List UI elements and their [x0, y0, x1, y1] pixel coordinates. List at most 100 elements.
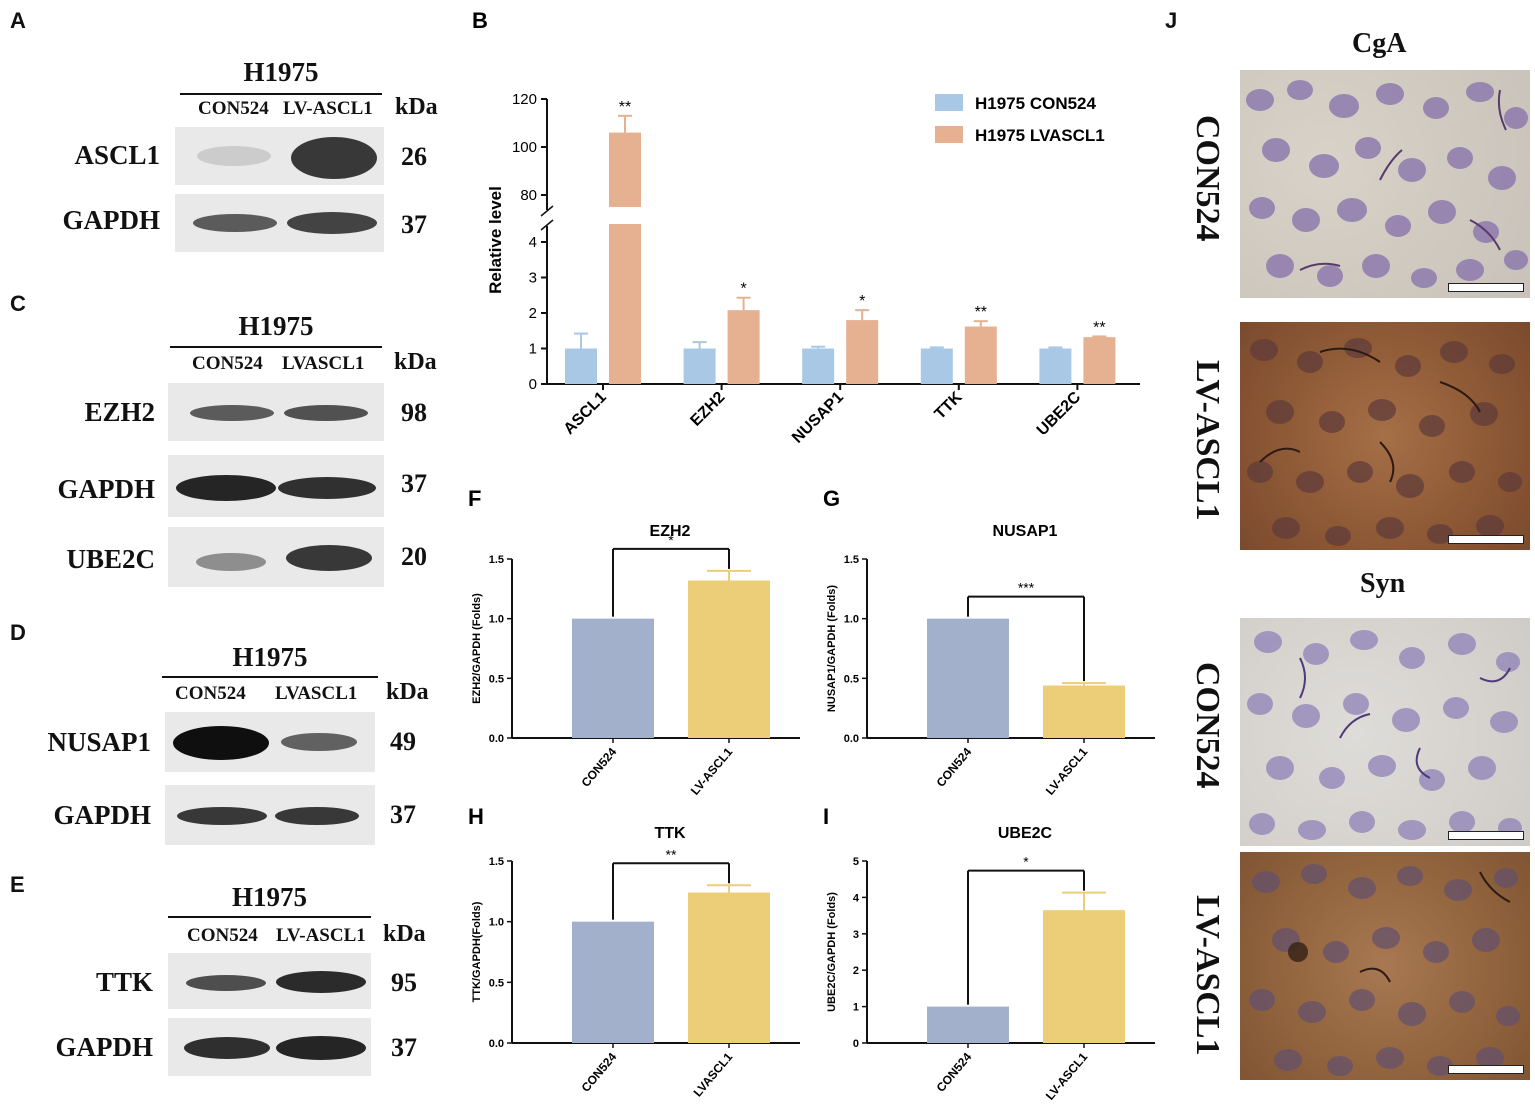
chart-category-label: LV-ASCL1: [1043, 745, 1091, 798]
chart-b-bar-lvascl1: [609, 132, 641, 207]
chart-category-label: LV-ASCL1: [688, 745, 736, 798]
chart-y-tick-label: 5: [853, 856, 859, 868]
panel-d-lane-2: LVASCL1: [275, 683, 358, 704]
panel-d-mw-1: 49: [390, 727, 416, 756]
chart-b-significance: **: [1093, 319, 1105, 336]
panel-j-label: J: [1165, 8, 1178, 33]
chart-y-tick-label: 0.5: [489, 673, 504, 685]
panel-a-label: A: [10, 8, 26, 33]
stain-cga-row-2-label: LV-ASCL1: [1189, 360, 1226, 521]
chart-y-tick-label: 1.0: [489, 917, 504, 929]
panel-d-protein-2: GAPDH: [53, 800, 152, 830]
panel-e-protein-2: GAPDH: [55, 1032, 154, 1062]
chart-y-tick-label: 1.5: [489, 554, 504, 566]
chart-b-bar-con524: [802, 348, 835, 384]
chart-b-y-tick-label: 2: [529, 305, 537, 322]
chart-y-tick-label: 3: [853, 929, 859, 941]
chart-category-label: CON524: [934, 1050, 975, 1095]
chart-b-y-tick-label: 1: [529, 341, 537, 358]
panel-a-protein-1: ASCL1: [74, 140, 160, 170]
micrograph-cga-lv-ascl1: [1240, 322, 1530, 550]
chart-bar-lvascl1: [688, 892, 770, 1043]
panel-c-lane-2: LVASCL1: [282, 353, 365, 374]
chart-bar-lv-ascl1: [688, 580, 770, 738]
chart-b-y-tick-label: 120: [512, 91, 537, 108]
chart-b-significance: *: [859, 293, 865, 310]
stain-cga-row-1-label: CON524: [1189, 115, 1226, 242]
chart-b-bar-lvascl1: [1083, 337, 1116, 384]
micrograph-syn-con524: [1240, 618, 1530, 846]
chart-b-legend-label-lvascl1: H1975 LVASCL1: [975, 126, 1105, 145]
scale-bar: [1448, 535, 1524, 544]
chart-b-category-label: ASCL1: [561, 389, 610, 438]
panel-e-title-line: [168, 916, 371, 918]
chart-i-panel-label: I: [823, 804, 829, 829]
chart-h: H TTK 0.0 0.5 1.0 1.5 TTK/GAPDH(Folds) CON524 LV…: [468, 804, 800, 1100]
chart-b-bar-con524: [683, 348, 716, 384]
chart-y-tick-label: 0.0: [489, 1038, 504, 1050]
panel-d-blot-1: [165, 712, 375, 772]
chart-bar-con524: [572, 618, 654, 738]
panel-c-kda: kDa: [394, 349, 437, 375]
chart-y-axis-title: EZH2/GAPDH (Folds): [471, 593, 483, 704]
panel-c-mw-2: 37: [401, 469, 427, 498]
chart-y-axis-title: TTK/GAPDH(Folds): [471, 901, 483, 1002]
syn-lv-cells: [1249, 864, 1520, 1076]
chart-y-tick-label: 0.0: [844, 733, 859, 745]
panel-a-mw-1: 26: [401, 142, 427, 171]
stain-title-cga: CgA: [1352, 28, 1407, 59]
chart-y-axis-title: NUSAP1/GAPDH (Folds): [826, 585, 838, 712]
panel-a-title: H1975: [243, 57, 319, 87]
chart-bar-con524: [572, 921, 654, 1043]
chart-b-y-tick-label: 80: [520, 187, 537, 204]
panel-c-mw-1: 98: [401, 398, 427, 427]
stain-title-syn: Syn: [1360, 568, 1406, 599]
panel-c-title-line: [170, 346, 382, 348]
chart-f: F EZH2 0.0 0.5 1.0 1.5 EZH2/GAPDH (Folds) CON52…: [468, 486, 800, 798]
panel-e-title: H1975: [231, 882, 307, 912]
chart-g: G NUSAP1 0.0 0.5 1.0 1.5 NUSAP1/GAPDH (Folds) C…: [823, 486, 1155, 798]
chart-bar-lv-ascl1: [1043, 685, 1125, 738]
panel-c-blot-1: [168, 383, 384, 441]
chart-b-category-label: EZH2: [687, 389, 728, 430]
chart-b-significance: *: [740, 281, 746, 298]
chart-significance-label: *: [668, 532, 674, 548]
panel-a-lane-2: LV-ASCL1: [283, 98, 373, 119]
chart-b-y-tick-label: 0: [529, 376, 537, 393]
chart-y-tick-label: 0.5: [489, 977, 504, 989]
scale-bar: [1448, 283, 1524, 292]
chart-b-axis-break: [540, 205, 554, 217]
chart-h-panel-label: H: [468, 804, 484, 829]
chart-category-label: LVASCL1: [691, 1050, 736, 1100]
cga-lv-cells: [1247, 338, 1522, 546]
chart-b-bar-con524: [920, 348, 953, 384]
panel-c-lane-1: CON524: [192, 353, 263, 374]
chart-b-y-axis-title: Relative level: [486, 186, 505, 294]
panel-d-title-line: [162, 676, 378, 678]
stain-syn-row-2-label: LV-ASCL1: [1189, 895, 1226, 1056]
chart-b-bar-lvascl1: [727, 310, 760, 384]
panel-d-mw-2: 37: [390, 800, 416, 829]
chart-b-bar-lvascl1: [846, 320, 879, 384]
chart-category-label: CON524: [934, 745, 975, 790]
chart-b-bar-lvascl1: [964, 326, 997, 384]
chart-i: I UBE2C 0 1 2 3 4 5 UBE2C/GAPDH (Folds) CON524 LV-…: [823, 804, 1155, 1103]
panel-a-blot-2: [175, 194, 384, 252]
chart-y-tick-label: 1.5: [844, 554, 859, 566]
scale-bar: [1448, 1065, 1524, 1074]
panel-e-kda: kDa: [383, 921, 426, 947]
panel-c-blot-3: [168, 527, 384, 587]
panel-d-title: H1975: [232, 642, 308, 672]
chart-category-label: LV-ASCL1: [1043, 1050, 1091, 1103]
panel-e-protein-1: TTK: [95, 967, 153, 997]
chart-significance-label: ***: [1018, 580, 1035, 596]
panel-d-kda: kDa: [386, 679, 429, 705]
chart-i-title: UBE2C: [998, 825, 1053, 842]
chart-h-title: TTK: [654, 825, 686, 842]
chart-y-tick-label: 0.5: [844, 673, 859, 685]
panel-e-lane-1: CON524: [187, 925, 258, 946]
chart-b-axis-break: [540, 219, 554, 231]
panel-a-protein-2: GAPDH: [62, 205, 161, 235]
stain-syn-row-1-label: CON524: [1189, 662, 1226, 789]
chart-b-category-label: NUSAP1: [789, 389, 847, 447]
